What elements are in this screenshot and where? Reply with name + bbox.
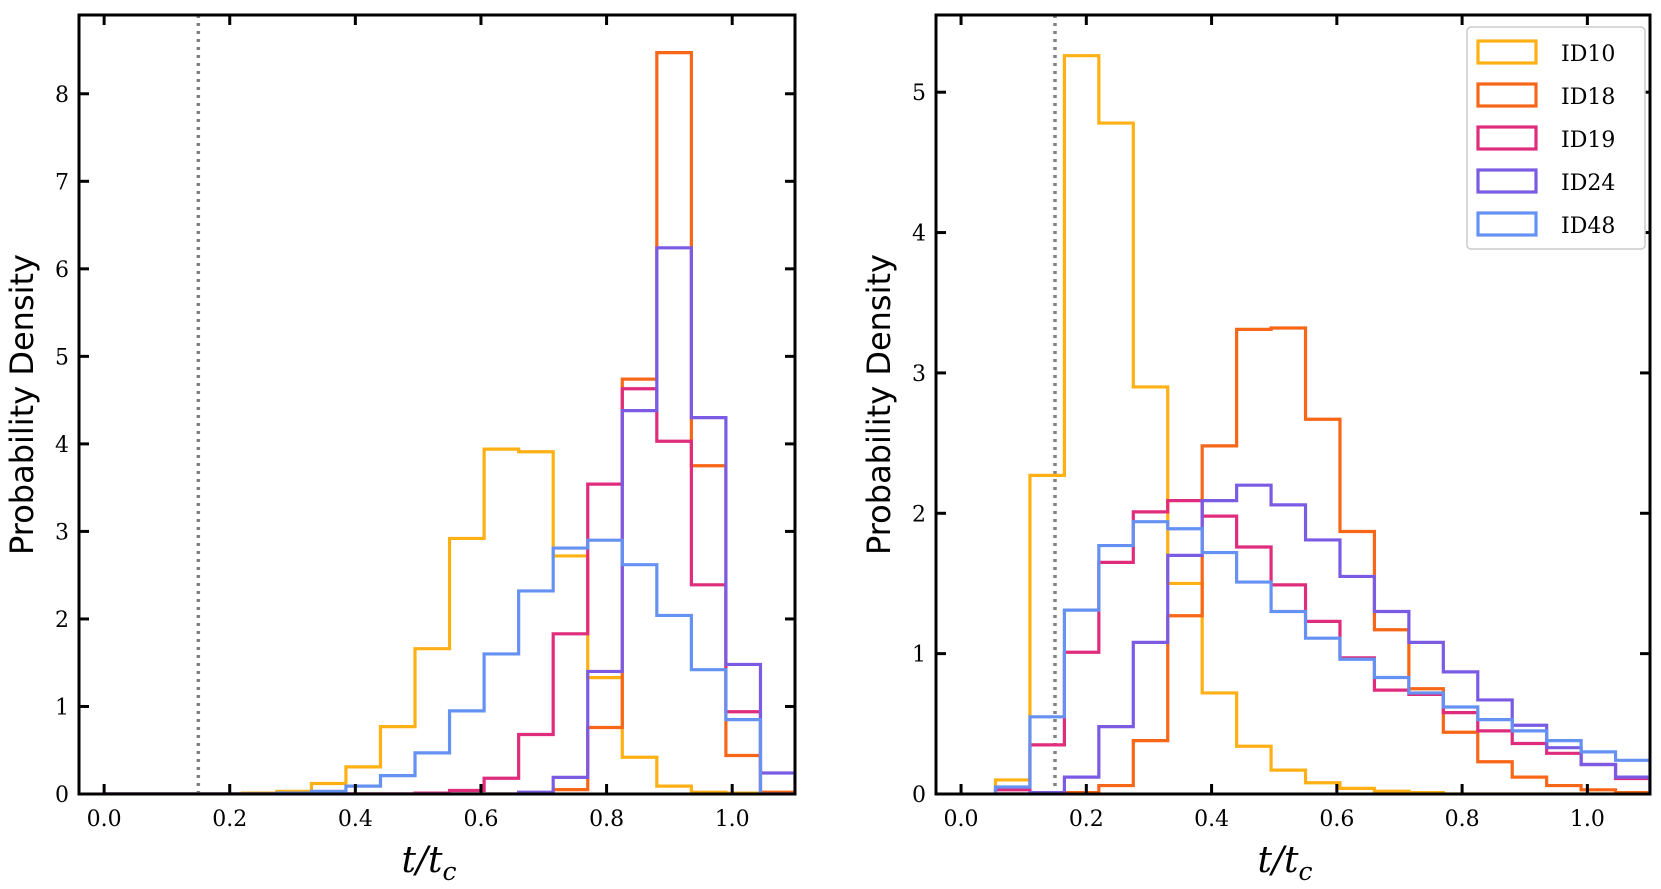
y-tick-label: 1 [55, 695, 69, 720]
x-axis-label: t/tc [1257, 840, 1312, 886]
x-tick-label: 1.0 [715, 807, 750, 832]
x-tick-label: 0.4 [1194, 807, 1229, 832]
y-axis-label: Probability Density [860, 254, 898, 555]
series-id19-histogram [993, 499, 1650, 794]
series-id24-histogram [104, 246, 795, 794]
left-histogram-panel: 0.0 0.2 0.4 0.6 0.8 1.0 0 1 2 3 4 5 6 7 8 Probability D… [3, 13, 797, 886]
legend-swatch-id24 [1476, 168, 1538, 194]
y-tick-label: 8 [55, 83, 69, 108]
x-tick-label: 0.2 [212, 807, 247, 832]
y-tick-label: 1 [912, 643, 926, 668]
legend-swatch-id19 [1476, 125, 1538, 151]
y-tick-label: 4 [55, 433, 69, 458]
y-tick-label: 7 [55, 170, 69, 195]
legend-box [1466, 26, 1646, 250]
series-id48-histogram [993, 520, 1650, 794]
y-tick-label: 3 [912, 362, 926, 387]
series-group [993, 54, 1650, 794]
y-axis-label: Probability Density [3, 254, 41, 555]
x-tick-label: 1.0 [1570, 807, 1605, 832]
x-tick-label: 0.0 [87, 807, 122, 832]
legend-label-id18: ID18 [1561, 85, 1615, 110]
axes-frame [934, 13, 1652, 796]
x-tick-label: 0.6 [1319, 807, 1354, 832]
series-group [104, 51, 795, 794]
x-tick-label: 0.4 [338, 807, 373, 832]
legend-label-id19: ID19 [1561, 128, 1615, 153]
x-tick-label: 0.8 [589, 807, 624, 832]
y-tick-label: 5 [55, 345, 69, 370]
y-tick-label: 6 [55, 258, 69, 283]
legend-label-id10: ID10 [1561, 42, 1615, 67]
legend-swatch-id10 [1476, 39, 1538, 65]
legend-label-id48: ID48 [1561, 214, 1615, 239]
y-tick-label: 2 [912, 502, 926, 527]
legend-swatch-id18 [1476, 82, 1538, 108]
y-tick-label: 3 [55, 520, 69, 545]
x-tick-label: 0.0 [944, 807, 979, 832]
x-tick-label: 0.6 [463, 807, 498, 832]
y-tick-label: 5 [912, 81, 926, 106]
series-id10-histogram [993, 54, 1650, 794]
x-tick-label: 0.8 [1445, 807, 1480, 832]
y-tick-label: 0 [55, 783, 69, 808]
series-id18-histogram [104, 51, 795, 794]
x-tick-label: 0.2 [1069, 807, 1104, 832]
y-tick-label: 4 [912, 222, 926, 247]
axes-frame [77, 13, 797, 796]
right-histogram-panel: 0.0 0.2 0.4 0.6 0.8 1.0 0 1 2 3 4 5 Probability Dens… [860, 13, 1652, 886]
legend-label-id24: ID24 [1561, 171, 1615, 196]
x-axis-label: t/tc [401, 840, 456, 886]
series-id19-histogram [104, 387, 795, 794]
legend-swatch-id48 [1476, 211, 1538, 237]
y-tick-label: 2 [55, 608, 69, 633]
series-id18-histogram [995, 326, 1650, 794]
y-tick-label: 0 [912, 783, 926, 808]
